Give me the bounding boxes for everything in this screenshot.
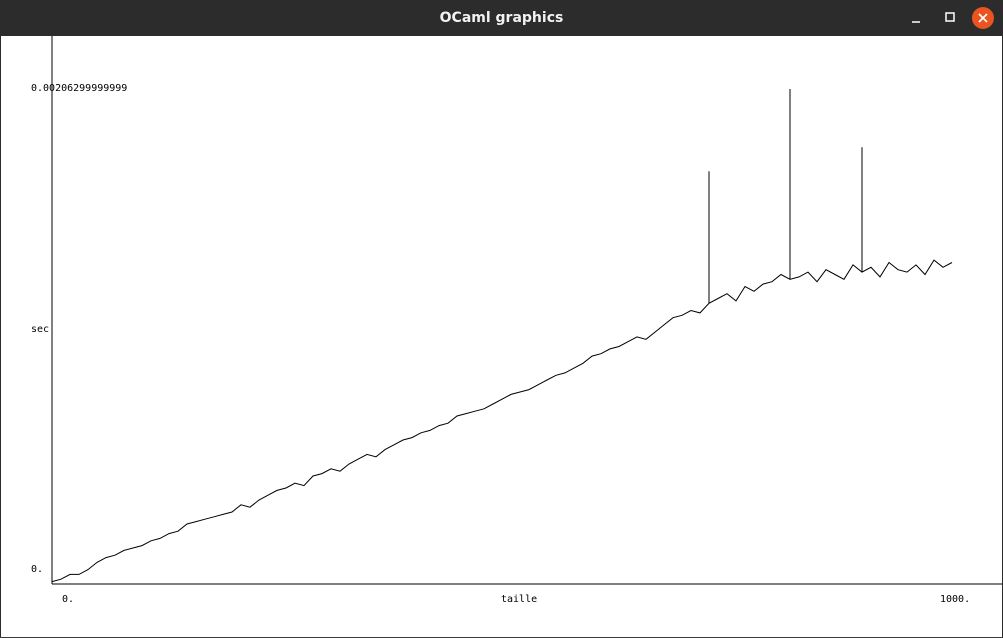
- maximize-icon: [945, 12, 955, 22]
- series-line-0: [51, 259, 953, 583]
- close-button[interactable]: [972, 7, 994, 29]
- x-min-tick-label: 0.: [62, 594, 75, 605]
- series-group: [51, 89, 953, 583]
- plot-svg: [51, 36, 1002, 585]
- y-min-tick-label: 0.: [31, 564, 44, 575]
- x-max-tick-label: 1000.: [940, 594, 971, 605]
- title-bar[interactable]: OCaml graphics: [0, 0, 1003, 36]
- y-axis-label: sec: [31, 324, 50, 335]
- close-icon: [978, 13, 988, 23]
- x-axis-label: taille: [501, 594, 538, 605]
- maximize-button[interactable]: [940, 8, 960, 28]
- minimize-icon: [912, 21, 920, 23]
- minimize-button[interactable]: [906, 8, 926, 28]
- window-title: OCaml graphics: [439, 10, 564, 26]
- y-max-tick-label: 0.00206299999999: [31, 83, 128, 94]
- graphics-canvas: 0.00206299999999 sec 0. 0. taille 1000.: [1, 36, 1002, 637]
